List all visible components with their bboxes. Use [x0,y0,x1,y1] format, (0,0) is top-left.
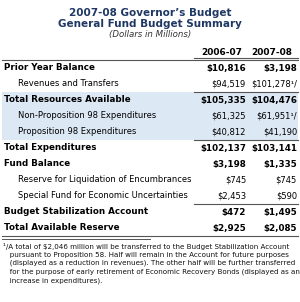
Text: Total Resources Available: Total Resources Available [4,95,130,104]
Text: pursuant to Proposition 58. Half will remain in the Account for future purposes: pursuant to Proposition 58. Half will re… [3,252,289,258]
Text: $104,476: $104,476 [251,95,297,104]
Text: Special Fund for Economic Uncertainties: Special Fund for Economic Uncertainties [18,191,188,201]
Text: Total Available Reserve: Total Available Reserve [4,223,119,233]
Text: $3,198: $3,198 [212,159,246,169]
Text: $745: $745 [225,175,246,185]
Text: $102,137: $102,137 [200,143,246,153]
Text: (Dollars in Millions): (Dollars in Millions) [109,30,191,39]
Text: $1,335: $1,335 [263,159,297,169]
Text: Proposition 98 Expenditures: Proposition 98 Expenditures [18,127,136,137]
Text: $3,198: $3,198 [263,63,297,72]
Text: Total Expenditures: Total Expenditures [4,143,97,153]
Text: $94,519: $94,519 [212,79,246,88]
Text: $2,925: $2,925 [212,223,246,233]
Bar [2,92,298,108]
Text: Budget Stabilization Account: Budget Stabilization Account [4,207,148,217]
Text: $745: $745 [276,175,297,185]
Text: $61,325: $61,325 [212,111,246,120]
Bar [2,124,298,140]
Text: 2006-07: 2006-07 [202,48,242,57]
Text: $2,453: $2,453 [217,191,246,201]
Text: Prior Year Balance: Prior Year Balance [4,63,95,72]
Text: 2007-08: 2007-08 [251,48,292,57]
Text: General Fund Budget Summary: General Fund Budget Summary [58,19,242,29]
Text: ¹/A total of $2,046 million will be transferred to the Budget Stabilization Acco: ¹/A total of $2,046 million will be tran… [3,243,289,250]
Text: $61,951¹/: $61,951¹/ [256,111,297,120]
Text: Fund Balance: Fund Balance [4,159,70,169]
Text: $1,495: $1,495 [263,207,297,217]
Text: $590: $590 [276,191,297,201]
Text: $41,190: $41,190 [263,127,297,137]
Text: $40,812: $40,812 [212,127,246,137]
Text: (displayed as a reduction in revenues). The other half will be further transferr: (displayed as a reduction in revenues). … [3,260,295,266]
Text: for the purpose of early retirement of Economic Recovery Bonds (displayed as an: for the purpose of early retirement of E… [3,268,300,275]
Text: 2007-08 Governor’s Budget: 2007-08 Governor’s Budget [69,8,231,18]
Text: $101,278¹/: $101,278¹/ [251,79,297,88]
Text: $105,335: $105,335 [200,95,246,104]
Text: Reserve for Liquidation of Encumbrances: Reserve for Liquidation of Encumbrances [18,175,191,185]
Text: increase in expenditures).: increase in expenditures). [3,277,102,284]
Text: $472: $472 [222,207,246,217]
Bar [2,108,298,124]
Text: $2,085: $2,085 [263,223,297,233]
Text: $10,816: $10,816 [206,63,246,72]
Text: Revenues and Transfers: Revenues and Transfers [18,79,119,88]
Text: Non-Proposition 98 Expenditures: Non-Proposition 98 Expenditures [18,111,156,120]
Text: $103,141: $103,141 [251,143,297,153]
